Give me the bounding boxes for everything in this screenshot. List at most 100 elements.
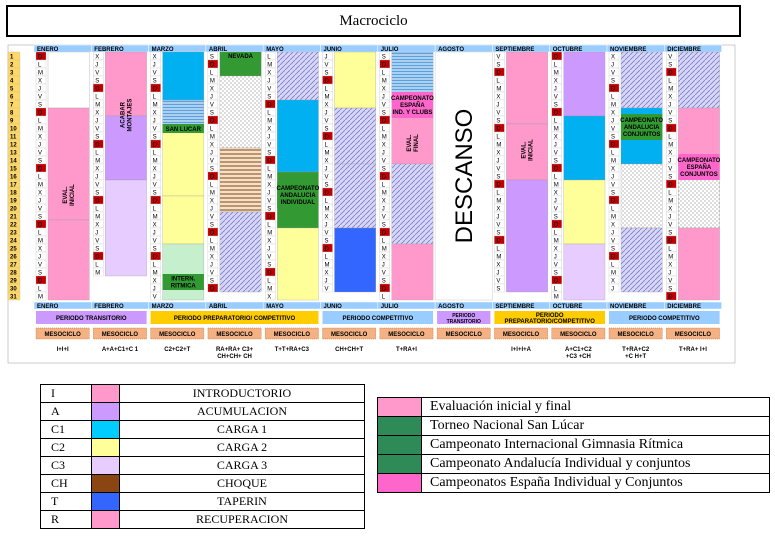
weekday-letter: X (267, 183, 271, 189)
load-name: ACUMULACION (119, 402, 365, 421)
weekday-cell (207, 283, 219, 293)
weekday-letter: J (496, 215, 499, 221)
weekday-letter: M (267, 175, 272, 181)
mesociclo-label: MESOCICLO (44, 332, 81, 338)
weekday-letter: S (95, 135, 99, 141)
weekday-letter: L (554, 175, 558, 181)
event-legend-row: Evaluación inicial y final (377, 397, 770, 417)
training-block (219, 147, 262, 213)
weekday-letter: V (382, 103, 386, 109)
weekday-letter: V (325, 175, 329, 181)
weekday-letter: D (382, 287, 387, 293)
weekday-letter: D (611, 199, 616, 205)
weekday-letter: D (38, 223, 43, 229)
weekday-letter: V (496, 223, 500, 229)
weekday-letter: S (325, 239, 329, 245)
weekday-letter: V (325, 287, 329, 293)
weekday-letter: X (554, 79, 558, 85)
weekday-letter: X (153, 55, 157, 61)
month-footer-label: MARZO (152, 304, 174, 310)
weekday-letter: S (668, 119, 672, 125)
period-competitivo-bg (322, 311, 434, 324)
weekday-letter: M (325, 207, 330, 213)
training-block (506, 123, 548, 181)
weekday-letter: J (668, 159, 671, 165)
weekday-letter: S (382, 111, 386, 117)
weekday-letter: X (210, 199, 214, 205)
weekday-cell (265, 291, 276, 301)
weekday-letter: D (554, 279, 559, 285)
weekday-letter: X (496, 151, 500, 157)
camp-andalucia-ind-label: ANDALUCIA (280, 193, 316, 199)
weekday-letter: S (210, 55, 214, 61)
training-block (563, 51, 606, 117)
load-code: C3 (40, 456, 92, 475)
weekday-letter: M (611, 103, 616, 109)
weekday-letter: L (554, 63, 558, 69)
weekday-letter: L (267, 55, 271, 61)
month-footer-label: DICIEMBRE (667, 304, 701, 310)
weekday-letter: J (210, 263, 213, 269)
training-block (162, 51, 205, 101)
weekday-letter: M (38, 239, 43, 245)
mesociclo-label: MESOCICLO (102, 332, 139, 338)
event-legend-row: Campeonato Andalucía Individual y conjun… (377, 454, 770, 474)
load-swatch (91, 474, 120, 493)
mesociclo-label: MESOCICLO (331, 332, 368, 338)
load-code: C2 (40, 438, 92, 457)
weekday-letter: M (95, 271, 100, 277)
weekday-letter: S (611, 79, 615, 85)
weekday-letter: X (153, 111, 157, 117)
weekday-letter: D (611, 255, 616, 261)
day-number: 15 (10, 167, 17, 173)
month-footer-label: AGOSTO (438, 304, 464, 310)
weekday-letter: V (325, 231, 329, 237)
weekday-letter: L (38, 119, 42, 125)
weekday-letter: J (496, 271, 499, 277)
weekday-letter: D (153, 255, 158, 261)
weekday-letter: V (668, 167, 672, 173)
weekday-cell (551, 291, 562, 301)
weekday-letter: X (668, 207, 672, 213)
period-transitorio-ago-label: TRANSITORIO (447, 319, 481, 325)
training-block (506, 179, 548, 293)
load-legend-row: C1 CARGA 1 (40, 420, 365, 439)
weekday-letter: M (267, 287, 272, 293)
mesociclo-cell (608, 327, 663, 340)
camp-espana-ind-label: IND. Y CLUBS (393, 110, 433, 116)
event-name: Evaluación inicial y final (421, 397, 770, 417)
macrociclo-title: Macrociclo (6, 5, 741, 37)
weekday-letter: V (153, 71, 157, 77)
period-transitorio-ago-label: PERIODO (452, 313, 475, 319)
weekday-letter: X (382, 143, 386, 149)
period-competitivo-label: PERIODO COMPETITIVO (342, 316, 413, 322)
day-number: 2 (10, 63, 14, 69)
weekday-letter: L (611, 151, 615, 157)
weekday-letter: D (38, 55, 43, 61)
weekday-letter: J (611, 63, 614, 69)
weekday-letter: S (153, 191, 157, 197)
weekday-letter: X (95, 167, 99, 173)
weekday-letter: V (496, 111, 500, 117)
weekday-letter: L (210, 71, 214, 77)
meso-sequence: +C3 +CH (566, 354, 591, 360)
weekday-letter: L (95, 95, 99, 101)
load-name: CARGA 1 (119, 420, 365, 439)
load-name: TAPERIN (119, 492, 365, 511)
camp-andalucia-ind-label: INDIVIDUAL (281, 200, 316, 206)
weekday-letter: X (668, 151, 672, 157)
weekday-letter: S (325, 183, 329, 189)
weekday-letter: X (210, 87, 214, 93)
weekday-letter: D (668, 295, 673, 301)
month-footer-cell (664, 301, 722, 310)
weekday-letter: X (38, 135, 42, 141)
weekday-letter: M (611, 215, 616, 221)
weekday-cell (494, 283, 505, 293)
period-competitivo-nov-bg (609, 311, 720, 324)
weekday-letter: M (668, 255, 673, 261)
weekday-letter: L (210, 127, 214, 133)
weekday-letter: D (95, 87, 100, 93)
weekday-letter: S (267, 263, 271, 269)
load-legend-row: R RECUPERACION (40, 510, 365, 529)
weekday-letter: V (210, 103, 214, 109)
